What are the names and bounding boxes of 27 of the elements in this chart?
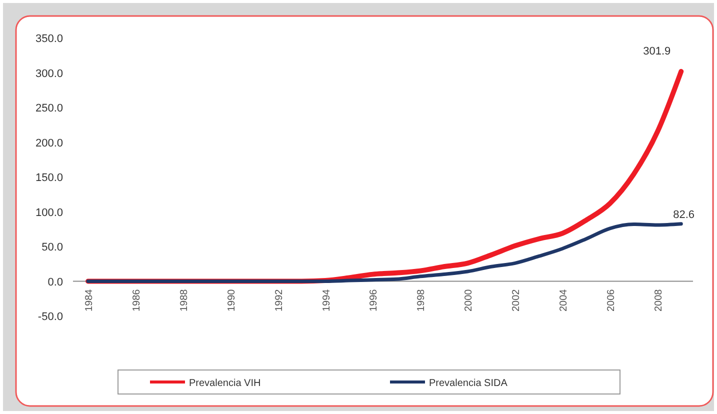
x-tick-label: 2008 [653, 288, 664, 312]
x-tick-label: 2004 [558, 288, 570, 312]
x-tick-label: 1998 [416, 288, 428, 312]
y-tick-label: 250.0 [35, 102, 63, 114]
y-tick-label: 0.0 [48, 276, 63, 288]
x-tick-label: 2006 [606, 288, 617, 312]
y-tick-label: -50.0 [38, 311, 63, 323]
x-tick-label: 1986 [131, 288, 142, 312]
y-tick-label: 50.0 [42, 242, 63, 254]
x-tick-label: 2000 [464, 288, 475, 312]
x-tick-label: 1984 [84, 288, 95, 312]
x-tick-label: 1988 [178, 288, 190, 312]
y-tick-label: 300.0 [35, 68, 63, 80]
legend-label: Prevalencia SIDA [429, 378, 508, 389]
y-tick-label: 100.0 [35, 206, 63, 219]
legend-label: Prevalencia VIH [189, 378, 261, 389]
y-tick-label: 150.0 [35, 172, 63, 184]
x-tick-label: 1994 [321, 288, 332, 312]
line-series [86, 222, 683, 283]
y-tick-label: 200.0 [35, 137, 63, 150]
data-label: 301.9 [643, 45, 671, 58]
y-tick-label: 350.0 [35, 33, 63, 45]
x-tick-label: 2002 [511, 288, 522, 312]
x-tick-label: 1996 [368, 288, 380, 312]
x-tick-label: 1990 [226, 288, 238, 312]
data-label: 82.6 [673, 208, 695, 221]
x-tick-label: 1992 [274, 288, 285, 312]
